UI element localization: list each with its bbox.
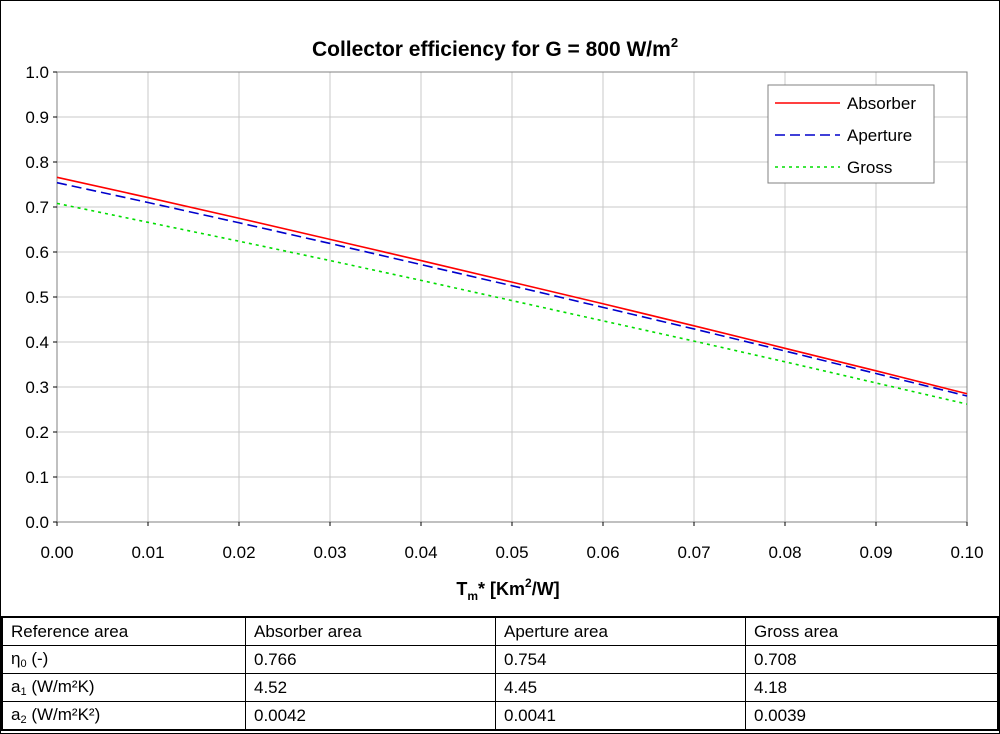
table-cell: 4.52: [245, 673, 496, 702]
y-tick-label: 0.6: [25, 243, 49, 262]
table-cell: 0.754: [495, 645, 746, 674]
table-row: η0 (-) 0.766 0.754 0.708: [2, 645, 998, 674]
series-line-aperture: [56, 181, 968, 397]
table-cell: 4.45: [495, 673, 746, 702]
y-tick-label: 0.8: [25, 153, 49, 172]
x-tick-label: 0.05: [495, 543, 528, 562]
y-tick-label: 0.3: [25, 378, 49, 397]
y-tick-label: 0.1: [25, 468, 49, 487]
table-header-cell: Aperture area: [495, 617, 746, 646]
x-tick-label: 0.06: [586, 543, 619, 562]
y-tick-label: 0.2: [25, 423, 49, 442]
x-tick-label: 0.10: [950, 543, 983, 562]
table-cell: 4.18: [745, 673, 998, 702]
x-tick-label: 0.07: [677, 543, 710, 562]
efficiency-chart: Collector efficiency for G = 800 W/m2 0.…: [25, 35, 984, 603]
table-cell: 0.0039: [745, 701, 998, 730]
chart-title: Collector efficiency for G = 800 W/m2: [312, 35, 678, 61]
x-tick-label: 0.02: [222, 543, 255, 562]
table-cell: 0.0041: [495, 701, 746, 730]
x-tick-label: 0.08: [768, 543, 801, 562]
legend-label-gross: Gross: [847, 158, 892, 177]
y-tick-label: 0.9: [25, 108, 49, 127]
x-tick-label: 0.09: [859, 543, 892, 562]
y-tick-label: 0.4: [25, 333, 49, 352]
legend-label-aperture: Aperture: [847, 126, 912, 145]
row-label-a2: a2 (W/m²K²): [2, 701, 246, 730]
x-axis-ticks: 0.00 0.01 0.02 0.03 0.04 0.05 0.06 0.07 0.08 0.09…: [40, 522, 984, 562]
x-tick-label: 0.04: [404, 543, 437, 562]
legend-box: [767, 84, 935, 184]
table-header-row: Reference area Absorber area Aperture ar…: [2, 617, 998, 646]
table-cell: 0.766: [245, 645, 496, 674]
table-header-cell: Reference area: [2, 617, 246, 646]
y-axis-ticks: 0.0 0.1 0.2 0.3 0.4 0.5 0.6 0.7 0.8 0.9 1.0: [25, 63, 57, 532]
row-label-eta0: η0 (-): [2, 645, 246, 674]
parameter-table-wrap: Reference area Absorber area Aperture ar…: [1, 616, 999, 731]
x-axis-label: Tm* [Km2/W]: [456, 576, 559, 603]
series-lines: [56, 176, 968, 405]
table-header-cell: Gross area: [745, 617, 998, 646]
table-row: a1 (W/m²K) 4.52 4.45 4.18: [2, 673, 998, 702]
y-tick-label: 0.0: [25, 513, 49, 532]
grid-lines: [57, 72, 967, 522]
row-label-a1: a1 (W/m²K): [2, 673, 246, 702]
parameter-table: Reference area Absorber area Aperture ar…: [1, 616, 999, 731]
y-tick-label: 1.0: [25, 63, 49, 82]
series-line-absorber: [56, 176, 968, 395]
y-tick-label: 0.5: [25, 288, 49, 307]
x-tick-label: 0.00: [40, 543, 73, 562]
table-header-cell: Absorber area: [245, 617, 496, 646]
x-tick-label: 0.03: [313, 543, 346, 562]
y-tick-label: 0.7: [25, 198, 49, 217]
series-line-gross: [56, 202, 968, 405]
table-cell: 0.708: [745, 645, 998, 674]
table-cell: 0.0042: [245, 701, 496, 730]
legend-label-absorber: Absorber: [847, 94, 916, 113]
legend: Absorber Aperture Gross: [767, 84, 935, 184]
x-tick-label: 0.01: [131, 543, 164, 562]
table-row: a2 (W/m²K²) 0.0042 0.0041 0.0039: [2, 701, 998, 730]
